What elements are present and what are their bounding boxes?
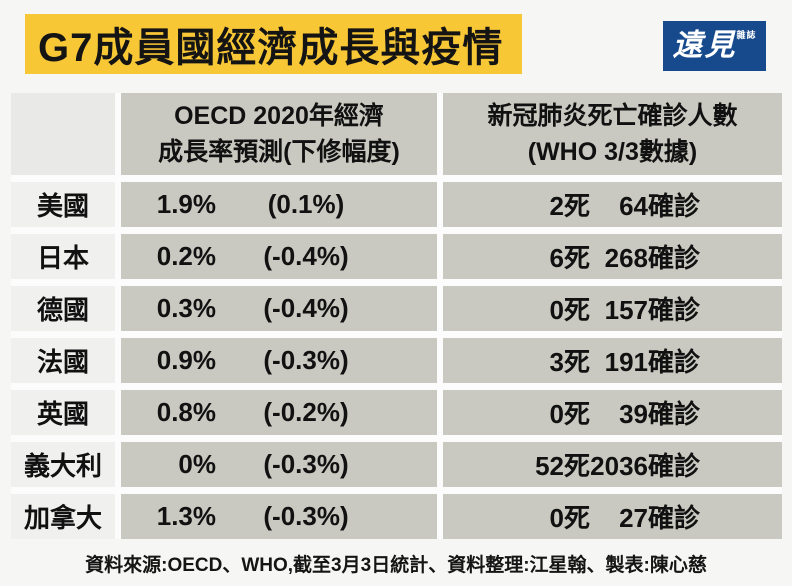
revision-value: (-0.2%): [263, 397, 349, 427]
table-row-canada: 加拿大 1.3% (-0.3%) 0死 27確診: [11, 494, 782, 539]
header-covid-cell: 新冠肺炎死亡確診人數 (WHO 3/3數據): [443, 93, 782, 175]
country-label: 美國: [36, 191, 89, 221]
deaths-value: 0死: [549, 399, 590, 429]
growth-value: 0.8%: [156, 397, 216, 427]
deaths-value: 0死: [549, 295, 590, 325]
header-oecd-label: OECD 2020年經濟 成長率預測(下修幅度): [121, 98, 437, 170]
covid-cell: 52死 2036確診: [443, 442, 782, 487]
revision-value: (-0.3%): [263, 449, 349, 479]
growth-value: 0.3%: [156, 293, 216, 323]
oecd-cell: 1.3% (-0.3%): [121, 494, 437, 539]
deaths-value: 0死: [549, 503, 590, 533]
logo-subtitle: 雜誌: [736, 30, 757, 40]
deaths-value: 2死: [549, 191, 590, 221]
deaths-value: 3死: [549, 347, 590, 377]
header-covid-label: 新冠肺炎死亡確診人數 (WHO 3/3數據): [443, 98, 782, 170]
country-label: 法國: [36, 347, 89, 377]
growth-value: 0.9%: [156, 345, 216, 375]
country-label: 德國: [36, 295, 89, 325]
oecd-cell: 0% (-0.3%): [121, 442, 437, 487]
table-row-uk: 英國 0.8% (-0.2%) 0死 39確診: [11, 390, 782, 435]
country-cell: 日本: [11, 234, 115, 279]
cases-value: 27確診: [619, 503, 700, 533]
cases-value: 39確診: [619, 399, 700, 429]
table-row-japan: 日本 0.2% (-0.4%) 6死 268確診: [11, 234, 782, 279]
covid-cell: 0死 39確診: [443, 390, 782, 435]
deaths-value: 6死: [549, 243, 590, 273]
country-label: 義大利: [23, 451, 102, 481]
country-cell: 法國: [11, 338, 115, 383]
oecd-cell: 0.8% (-0.2%): [121, 390, 437, 435]
logo-wordmark: 遠見: [672, 29, 737, 62]
covid-cell: 0死 157確診: [443, 286, 782, 331]
oecd-cell: 1.9% (0.1%): [121, 182, 437, 227]
table-row-usa: 美國 1.9% (0.1%) 2死 64確診: [11, 182, 782, 227]
page-title: G7成員國經濟成長與疫情: [38, 26, 504, 70]
covid-cell: 6死 268確診: [443, 234, 782, 279]
revision-value: (-0.4%): [263, 293, 349, 323]
growth-value: 1.9%: [156, 189, 216, 219]
table-row-germany: 德國 0.3% (-0.4%) 0死 157確診: [11, 286, 782, 331]
cases-value: 191確診: [604, 347, 700, 377]
header-oecd-cell: OECD 2020年經濟 成長率預測(下修幅度): [121, 93, 437, 175]
oecd-cell: 0.2% (-0.4%): [121, 234, 437, 279]
country-cell: 義大利: [11, 442, 115, 487]
header-covid-line1: 新冠肺炎死亡確診人數: [487, 102, 738, 130]
country-cell: 加拿大: [11, 494, 115, 539]
revision-value: (-0.3%): [263, 501, 349, 531]
country-cell: 美國: [11, 182, 115, 227]
source-credits: 資料來源:OECD、WHO,截至3月3日統計、資料整理:江星翰、製表:陳心慈: [85, 555, 707, 576]
header-covid-line2: (WHO 3/3數據): [527, 138, 698, 166]
country-label: 日本: [36, 243, 89, 273]
data-table: OECD 2020年經濟 成長率預測(下修幅度) 新冠肺炎死亡確診人數 (WHO…: [11, 93, 782, 539]
cases-value: 157確診: [604, 295, 700, 325]
covid-cell: 2死 64確診: [443, 182, 782, 227]
country-cell: 德國: [11, 286, 115, 331]
covid-cell: 0死 27確診: [443, 494, 782, 539]
country-cell: 英國: [11, 390, 115, 435]
country-label: 加拿大: [23, 503, 102, 533]
oecd-cell: 0.9% (-0.3%): [121, 338, 437, 383]
covid-cell: 3死 191確診: [443, 338, 782, 383]
header-country-cell: [11, 93, 115, 175]
deaths-value: 52死: [535, 451, 590, 481]
gvm-logo: 遠見 雜誌: [663, 21, 766, 71]
cases-value: 268確診: [604, 243, 700, 273]
growth-value: 0%: [178, 449, 216, 479]
table-row-france: 法國 0.9% (-0.3%) 3死 191確診: [11, 338, 782, 383]
header-oecd-line1: OECD 2020年經濟: [174, 102, 384, 130]
cases-value: 2036確診: [590, 451, 700, 481]
title-banner: G7成員國經濟成長與疫情: [25, 14, 522, 74]
revision-value: (-0.3%): [263, 345, 349, 375]
growth-value: 1.3%: [156, 501, 216, 531]
oecd-cell: 0.3% (-0.4%): [121, 286, 437, 331]
cases-value: 64確診: [619, 191, 700, 221]
header-oecd-line2: 成長率預測(下修幅度): [158, 138, 400, 166]
table-row-italy: 義大利 0% (-0.3%) 52死 2036確診: [11, 442, 782, 487]
revision-value: (-0.4%): [263, 241, 349, 271]
country-label: 英國: [36, 399, 89, 429]
revision-value: (0.1%): [267, 189, 345, 219]
growth-value: 0.2%: [156, 241, 216, 271]
table-header-row: OECD 2020年經濟 成長率預測(下修幅度) 新冠肺炎死亡確診人數 (WHO…: [11, 93, 782, 175]
